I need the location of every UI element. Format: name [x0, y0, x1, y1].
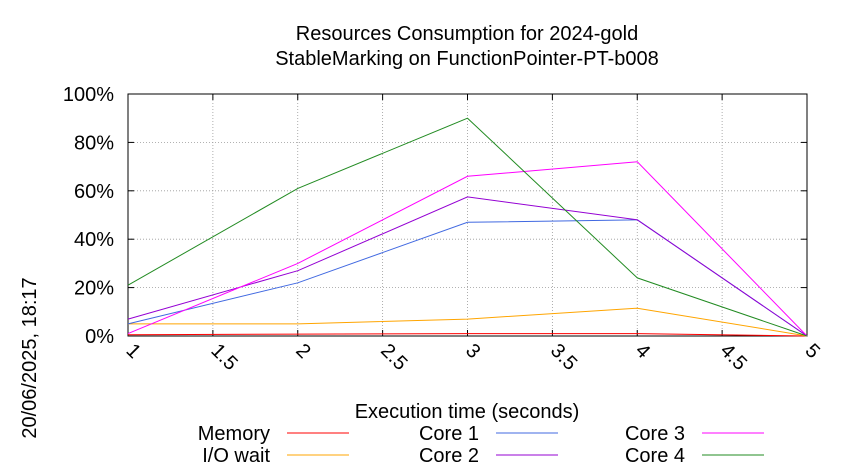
y-tick-label: 20%: [74, 278, 114, 300]
x-tick-label: 4: [631, 340, 654, 363]
x-axis-label: Execution time (seconds): [355, 401, 580, 423]
x-tick-label: 2.5: [376, 340, 411, 375]
series-line-core-3: [127, 161, 808, 337]
chart-title: Resources Consumption for 2024-gold: [296, 23, 638, 45]
chart-subtitle: StableMarking on FunctionPointer-PT-b008: [275, 48, 659, 70]
side-timestamp: 20/06/2025, 18:17: [19, 277, 41, 438]
x-tick-label: 1: [122, 340, 145, 363]
series-group: [127, 117, 808, 337]
legend-label: Core 3: [625, 423, 685, 445]
x-tick-label: 3.5: [546, 340, 581, 375]
x-tick-label: 3: [461, 340, 484, 363]
x-tick-label: 4.5: [716, 340, 751, 375]
x-axis: 1 1.5 2 2.5 3 3.5 4 4.5 5: [122, 94, 824, 375]
series-line-core-4: [127, 117, 808, 337]
y-tick-label: 60%: [74, 181, 114, 203]
y-axis: 0% 20% 40% 60% 80% 100%: [63, 84, 807, 348]
legend-label: Memory: [198, 423, 270, 445]
x-tick-label: 1.5: [207, 340, 242, 375]
x-tick-label: 5: [801, 340, 824, 363]
series-line-i-o-wait: [128, 307, 808, 337]
grid: [128, 94, 807, 336]
series-line-memory: [127, 333, 808, 337]
x-tick-label: 2: [291, 340, 314, 363]
y-tick-label: 0%: [85, 326, 114, 348]
legend-label: Core 4: [625, 445, 685, 467]
legend-label: I/O wait: [202, 445, 270, 467]
y-tick-label: 80%: [74, 132, 114, 154]
y-tick-label: 40%: [74, 229, 114, 251]
legend-label: Core 2: [419, 445, 479, 467]
legend-label: Core 1: [419, 423, 479, 445]
y-tick-label: 100%: [63, 84, 114, 106]
